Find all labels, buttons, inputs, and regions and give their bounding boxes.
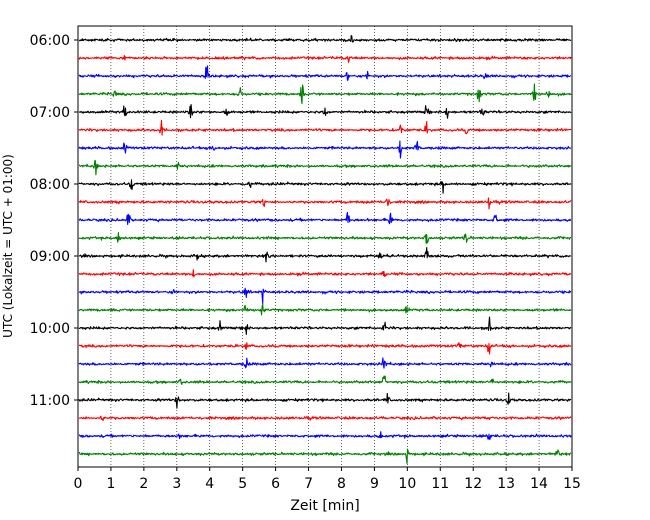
x-tick-label: 0: [74, 476, 83, 492]
seismic-trace-0745: [78, 159, 572, 176]
seismic-trace-0645: [78, 83, 572, 105]
seismic-trace-0915: [78, 269, 572, 278]
seismic-trace-0815: [78, 197, 572, 210]
seismic-trace-1115: [78, 415, 572, 422]
x-tick-label: 14: [530, 476, 548, 492]
x-tick-label: 15: [563, 476, 581, 492]
seismic-trace-1015: [78, 342, 572, 355]
seismic-trace-0700: [78, 103, 572, 119]
y-tick-label: 06:00: [30, 33, 70, 49]
y-axis: 06:00 07:00 08:00 09:00 10:00 11:00: [30, 33, 78, 409]
seismic-trace-0600: [78, 35, 572, 43]
seismic-trace-0730: [78, 140, 572, 159]
x-tick-label: 10: [398, 476, 416, 492]
seismic-trace-1045: [78, 375, 572, 385]
seismic-trace-0930: [78, 287, 572, 305]
seismic-trace-0845: [78, 232, 572, 244]
y-tick-label: 11:00: [30, 393, 70, 409]
y-tick-label: 07:00: [30, 105, 70, 121]
seismic-trace-0715: [78, 119, 572, 136]
y-axis-label: UTC (Lokalzeit = UTC + 01:00): [1, 154, 15, 338]
seismic-trace-1100: [78, 392, 572, 409]
seismic-trace-0830: [78, 211, 572, 226]
y-tick-label: 10:00: [30, 321, 70, 337]
x-tick-label: 1: [106, 476, 115, 492]
x-tick-label: 7: [304, 476, 313, 492]
seismic-trace-0800: [78, 179, 572, 194]
x-tick-label: 5: [238, 476, 247, 492]
seismic-trace-0615: [78, 55, 572, 63]
seismic-trace-1000: [78, 316, 572, 336]
seismic-trace-0900: [78, 246, 572, 263]
x-tick-label: 2: [139, 476, 148, 492]
x-tick-label: 3: [172, 476, 181, 492]
seismic-trace-0945: [78, 303, 572, 316]
x-tick-label: 6: [271, 476, 280, 492]
x-tick-label: 11: [431, 476, 449, 492]
x-axis: 0 1 2 3 4 5 6 7 8 9 10 11 12 13 14 15: [74, 467, 581, 492]
seismic-trace-1130: [78, 431, 572, 440]
x-tick-label: 4: [205, 476, 214, 492]
x-tick-label: 12: [464, 476, 482, 492]
y-tick-label: 09:00: [30, 249, 70, 265]
x-tick-label: 13: [497, 476, 515, 492]
x-tick-label: 8: [337, 476, 346, 492]
seismic-trace-1145: [78, 448, 572, 465]
x-axis-label: Zeit [min]: [290, 498, 359, 514]
y-tick-label: 08:00: [30, 177, 70, 193]
x-tick-label: 9: [370, 476, 379, 492]
seismic-trace-1030: [78, 357, 572, 369]
trace-group: [78, 35, 572, 465]
plot-frame: [77, 25, 573, 468]
seismic-trace-0630: [78, 65, 572, 81]
